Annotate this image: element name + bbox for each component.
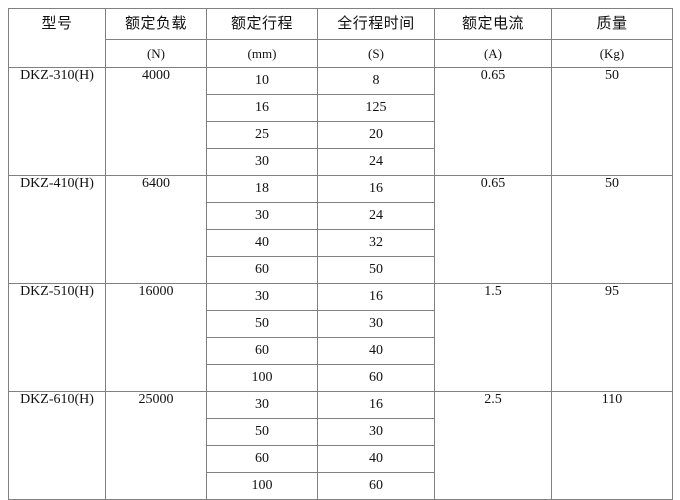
table-row: 50 30 bbox=[9, 310, 673, 338]
cell-rated-current: 1.5 bbox=[434, 283, 552, 392]
table-row: 100 60 bbox=[9, 472, 673, 500]
column-header-rated-load: 额定负载 bbox=[105, 8, 207, 40]
cell-full-stroke-time: 20 bbox=[317, 121, 435, 149]
cell-rated-stroke: 10 bbox=[206, 67, 318, 95]
header-unit-row: (N) (mm) (S) (A) (Kg) bbox=[9, 39, 673, 68]
table-header: 型号 额定负载 额定行程 全行程时间 额定电流 质量 (N) (mm) (S) … bbox=[8, 8, 673, 68]
cell-model: DKZ-310(H) bbox=[8, 67, 106, 176]
table-row: 60 40 bbox=[9, 337, 673, 365]
cell-full-stroke-time: 40 bbox=[317, 337, 435, 365]
table-row: 60 40 bbox=[9, 445, 673, 473]
column-unit-full-stroke-time: (S) bbox=[317, 39, 435, 68]
cell-full-stroke-time: 125 bbox=[317, 94, 435, 122]
cell-mass: 50 bbox=[551, 67, 673, 176]
cell-rated-stroke: 100 bbox=[206, 472, 318, 500]
cell-full-stroke-time: 30 bbox=[317, 310, 435, 338]
cell-rated-stroke: 18 bbox=[206, 175, 318, 203]
cell-full-stroke-time: 32 bbox=[317, 229, 435, 257]
table-row: 30 24 bbox=[9, 148, 673, 176]
cell-model: DKZ-610(H) bbox=[8, 391, 106, 500]
cell-rated-stroke: 60 bbox=[206, 256, 318, 284]
column-header-full-stroke-time: 全行程时间 bbox=[317, 8, 435, 40]
cell-mass: 110 bbox=[551, 391, 673, 500]
cell-full-stroke-time: 60 bbox=[317, 472, 435, 500]
column-header-rated-current: 额定电流 bbox=[434, 8, 552, 40]
column-header-model: 型号 bbox=[8, 8, 106, 68]
cell-rated-stroke: 30 bbox=[206, 283, 318, 311]
cell-full-stroke-time: 50 bbox=[317, 256, 435, 284]
column-header-mass: 质量 bbox=[551, 8, 673, 40]
cell-rated-load: 25000 bbox=[105, 391, 207, 500]
cell-rated-stroke: 30 bbox=[206, 148, 318, 176]
cell-rated-current: 2.5 bbox=[434, 391, 552, 500]
cell-rated-current: 0.65 bbox=[434, 67, 552, 176]
table-row: 16 125 bbox=[9, 94, 673, 122]
cell-rated-stroke: 100 bbox=[206, 364, 318, 392]
cell-model: DKZ-510(H) bbox=[8, 283, 106, 392]
cell-rated-stroke: 50 bbox=[206, 418, 318, 446]
cell-full-stroke-time: 40 bbox=[317, 445, 435, 473]
cell-full-stroke-time: 30 bbox=[317, 418, 435, 446]
cell-full-stroke-time: 16 bbox=[317, 391, 435, 419]
cell-full-stroke-time: 8 bbox=[317, 67, 435, 95]
cell-rated-stroke: 50 bbox=[206, 310, 318, 338]
cell-rated-stroke: 60 bbox=[206, 337, 318, 365]
table-body: DKZ-310(H) 4000 10 8 0.65 50 16 125 25 2… bbox=[8, 67, 673, 500]
column-header-rated-stroke: 额定行程 bbox=[206, 8, 318, 40]
actuator-specification-table: 型号 额定负载 额定行程 全行程时间 额定电流 质量 (N) (mm) (S) … bbox=[8, 8, 673, 500]
header-title-row: 型号 额定负载 额定行程 全行程时间 额定电流 质量 bbox=[8, 8, 673, 68]
cell-rated-stroke: 30 bbox=[206, 202, 318, 230]
cell-full-stroke-time: 60 bbox=[317, 364, 435, 392]
cell-rated-stroke: 16 bbox=[206, 94, 318, 122]
cell-model: DKZ-410(H) bbox=[8, 175, 106, 284]
column-unit-rated-current: (A) bbox=[434, 39, 552, 68]
cell-full-stroke-time: 16 bbox=[317, 175, 435, 203]
cell-mass: 50 bbox=[551, 175, 673, 284]
cell-full-stroke-time: 24 bbox=[317, 202, 435, 230]
table-row: DKZ-410(H) 6400 18 16 0.65 50 bbox=[8, 175, 673, 284]
column-unit-mass: (Kg) bbox=[551, 39, 673, 68]
table-row: 60 50 bbox=[9, 256, 673, 284]
cell-full-stroke-time: 16 bbox=[317, 283, 435, 311]
column-unit-rated-load: (N) bbox=[105, 39, 207, 68]
cell-full-stroke-time: 24 bbox=[317, 148, 435, 176]
cell-mass: 95 bbox=[551, 283, 673, 392]
table-row: DKZ-610(H) 25000 30 16 2.5 110 bbox=[8, 391, 673, 500]
cell-rated-load: 16000 bbox=[105, 283, 207, 392]
column-unit-rated-stroke: (mm) bbox=[206, 39, 318, 68]
table-row: 30 24 bbox=[9, 202, 673, 230]
cell-rated-stroke: 30 bbox=[206, 391, 318, 419]
cell-rated-load: 6400 bbox=[105, 175, 207, 284]
cell-rated-current: 0.65 bbox=[434, 175, 552, 284]
table-row: DKZ-310(H) 4000 10 8 0.65 50 bbox=[8, 67, 673, 176]
cell-rated-stroke: 40 bbox=[206, 229, 318, 257]
table-row: 50 30 bbox=[9, 418, 673, 446]
cell-rated-load: 4000 bbox=[105, 67, 207, 176]
table-row: DKZ-510(H) 16000 30 16 1.5 95 bbox=[8, 283, 673, 392]
cell-rated-stroke: 60 bbox=[206, 445, 318, 473]
table-row: 40 32 bbox=[9, 229, 673, 257]
cell-rated-stroke: 25 bbox=[206, 121, 318, 149]
